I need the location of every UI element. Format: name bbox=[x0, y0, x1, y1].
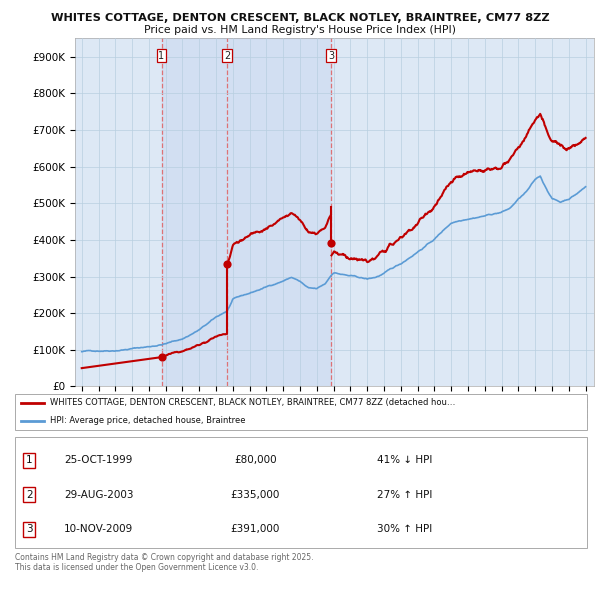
Text: £391,000: £391,000 bbox=[230, 524, 280, 534]
Text: £80,000: £80,000 bbox=[234, 455, 277, 465]
Text: 25-OCT-1999: 25-OCT-1999 bbox=[65, 455, 133, 465]
Text: 1: 1 bbox=[26, 455, 32, 465]
Text: 27% ↑ HPI: 27% ↑ HPI bbox=[377, 490, 432, 500]
Text: Price paid vs. HM Land Registry's House Price Index (HPI): Price paid vs. HM Land Registry's House … bbox=[144, 25, 456, 35]
Text: HPI: Average price, detached house, Braintree: HPI: Average price, detached house, Brai… bbox=[50, 416, 245, 425]
Text: 10-NOV-2009: 10-NOV-2009 bbox=[64, 524, 133, 534]
Text: WHITES COTTAGE, DENTON CRESCENT, BLACK NOTLEY, BRAINTREE, CM77 8ZZ (detached hou: WHITES COTTAGE, DENTON CRESCENT, BLACK N… bbox=[50, 398, 455, 408]
Text: 41% ↓ HPI: 41% ↓ HPI bbox=[377, 455, 432, 465]
Point bbox=[223, 259, 232, 268]
Text: Contains HM Land Registry data © Crown copyright and database right 2025.
This d: Contains HM Land Registry data © Crown c… bbox=[15, 553, 314, 572]
FancyBboxPatch shape bbox=[15, 437, 587, 548]
FancyBboxPatch shape bbox=[15, 394, 587, 430]
Text: £335,000: £335,000 bbox=[230, 490, 280, 500]
Text: 1: 1 bbox=[158, 51, 164, 61]
Text: 2: 2 bbox=[224, 51, 230, 61]
Text: WHITES COTTAGE, DENTON CRESCENT, BLACK NOTLEY, BRAINTREE, CM77 8ZZ: WHITES COTTAGE, DENTON CRESCENT, BLACK N… bbox=[50, 13, 550, 23]
Text: 30% ↑ HPI: 30% ↑ HPI bbox=[377, 524, 432, 534]
Text: 29-AUG-2003: 29-AUG-2003 bbox=[64, 490, 134, 500]
Point bbox=[157, 352, 166, 362]
Text: 3: 3 bbox=[328, 51, 334, 61]
Text: 2: 2 bbox=[26, 490, 32, 500]
Point bbox=[326, 238, 336, 248]
Bar bbox=[161, 38, 331, 386]
Text: 3: 3 bbox=[26, 524, 32, 534]
